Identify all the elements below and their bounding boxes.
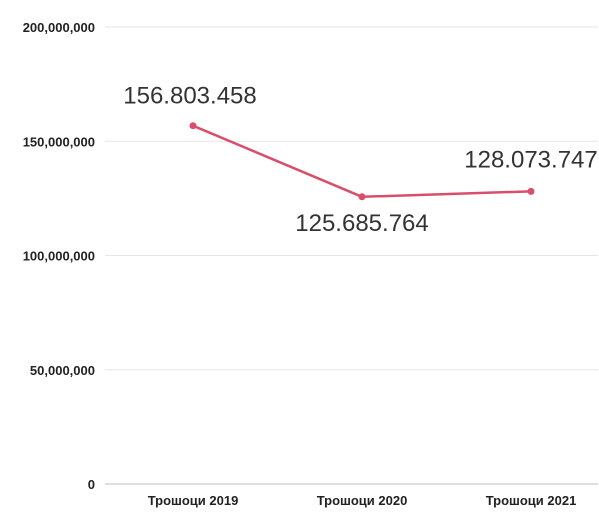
data-label-layer: 156.803.458 125.685.764 128.073.747 [123,83,597,237]
x-axis-category-labels: Трошоци 2019 Трошоци 2020 Трошоци 2021 [148,493,577,508]
series-layer [189,122,535,201]
data-label: 128.073.747 [464,146,597,173]
y-tick-label: 100,000,000 [23,249,95,264]
data-label: 125.685.764 [295,210,428,237]
x-category-label: Трошоци 2021 [486,493,577,508]
y-tick-label: 150,000,000 [23,134,95,149]
data-point [358,193,366,201]
x-category-label: Трошоци 2019 [148,493,239,508]
y-axis-tick-labels: 0 50,000,000 100,000,000 150,000,000 200,000… [23,20,95,492]
data-point [527,187,535,195]
y-tick-label: 50,000,000 [30,363,95,378]
grid-layer [105,26,598,485]
y-tick-label: 200,000,000 [23,20,95,35]
data-point [189,122,197,130]
data-label: 156.803.458 [123,83,256,110]
x-category-label: Трошоци 2020 [317,493,408,508]
y-tick-label: 0 [88,477,95,492]
